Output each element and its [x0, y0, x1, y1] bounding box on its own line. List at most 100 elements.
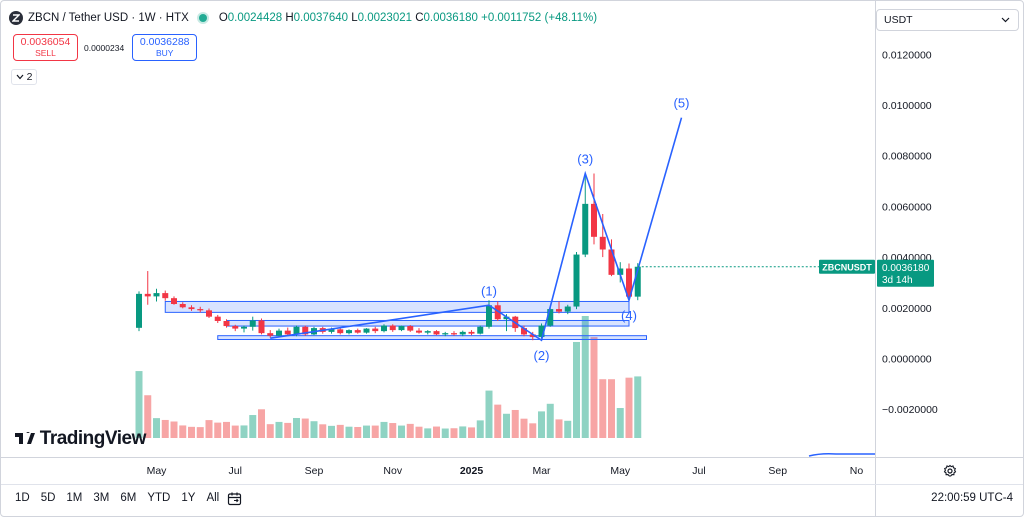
- volume-bar: [319, 424, 327, 438]
- candle-body: [573, 254, 580, 307]
- timeframe-1y[interactable]: 1Y: [181, 492, 196, 504]
- volume-bar: [240, 425, 248, 438]
- candle-body: [249, 320, 256, 327]
- volume-bar: [249, 415, 257, 438]
- candle-body: [276, 330, 282, 336]
- timeframe-3m[interactable]: 3M: [93, 492, 110, 504]
- wave-label: (2): [534, 348, 550, 363]
- time-axis-label: Jul: [229, 465, 242, 477]
- candle-body: [416, 330, 422, 333]
- volume-bar: [214, 422, 222, 438]
- spread-value: 0.0000234: [84, 42, 125, 53]
- currency-select[interactable]: USDT: [876, 9, 1019, 31]
- volume-bar: [511, 409, 519, 438]
- volume-bar: [398, 425, 405, 438]
- volume-bar: [406, 423, 414, 438]
- symbol-title[interactable]: ZBCN / Tether USD · 1W · HTX: [28, 12, 189, 24]
- candle-body: [267, 333, 274, 336]
- candle-body: [162, 293, 169, 299]
- wave-label: (1): [481, 283, 497, 298]
- time-axis-label: Nov: [383, 465, 402, 477]
- timeframe-6m[interactable]: 6M: [120, 492, 137, 504]
- volume-bar: [258, 409, 265, 438]
- close-value: 0.0036180: [423, 12, 478, 24]
- gear-icon[interactable]: [943, 464, 957, 478]
- candle-body: [608, 249, 615, 275]
- volume-bar: [616, 408, 624, 438]
- candle-body: [433, 331, 440, 335]
- candle-body: [284, 330, 291, 335]
- calendar-range-icon[interactable]: [227, 491, 242, 506]
- buy-button[interactable]: 0.0036288 BUY: [132, 34, 198, 61]
- volume-bar: [153, 418, 160, 438]
- tradingview-logo-icon: [15, 429, 35, 444]
- time-axis-label: Jul: [692, 465, 705, 477]
- volume-bar: [564, 420, 572, 438]
- timeframe-ytd[interactable]: YTD: [147, 492, 171, 504]
- watermark-text: TradingView: [39, 428, 147, 449]
- volume-bar: [354, 426, 362, 438]
- candle-body: [459, 331, 466, 335]
- high-value: 0.0037640: [293, 12, 349, 24]
- volume-bar: [590, 337, 598, 438]
- sell-button[interactable]: 0.0036054 SELL: [13, 34, 78, 61]
- low-key: L: [351, 12, 358, 24]
- time-axis-label: 2025: [460, 465, 484, 477]
- volume-bar: [424, 428, 432, 438]
- candle-body: [354, 330, 361, 333]
- candle-body: [451, 333, 457, 335]
- price-axis-label: 0.0020000: [882, 303, 932, 315]
- volume-bar: [503, 413, 510, 438]
- sell-price: 0.0036054: [20, 35, 71, 48]
- candle-body: [214, 316, 221, 321]
- price-tag-box: [877, 259, 934, 287]
- volume-bar: [581, 316, 589, 438]
- candle-body: [547, 309, 554, 326]
- sell-label: SELL: [35, 47, 56, 58]
- indicators-toggle-button[interactable]: 2: [11, 69, 37, 85]
- volume-bar: [529, 423, 537, 438]
- candle-series: [136, 173, 641, 341]
- volume-bar: [450, 428, 458, 438]
- time-axis-label: Sep: [305, 465, 324, 477]
- wave-label: (5): [674, 96, 690, 111]
- volume-bar: [441, 428, 449, 438]
- volume-bar: [520, 418, 528, 438]
- timeframe-all[interactable]: All: [206, 492, 220, 504]
- volume-bar: [293, 417, 300, 438]
- volume-bar: [205, 420, 213, 438]
- zone-rectangle: [164, 300, 630, 313]
- candle-body: [634, 266, 641, 297]
- candle-body: [494, 305, 501, 320]
- price-axis-label: 0.0100000: [882, 100, 932, 112]
- volume-bar: [135, 371, 143, 438]
- candle-body: [197, 309, 204, 311]
- candle-body: [258, 320, 265, 334]
- timeframe-1d[interactable]: 1D: [15, 492, 30, 504]
- candle-body: [346, 330, 352, 334]
- chevron-down-icon: [1001, 17, 1010, 23]
- zone-rectangle: [226, 319, 630, 327]
- timeframe-1m[interactable]: 1M: [66, 492, 83, 504]
- timeframe-5d[interactable]: 5D: [40, 492, 56, 504]
- volume-bar: [468, 427, 475, 438]
- chevron-down-icon: [16, 74, 24, 80]
- volume-bar: [433, 426, 440, 438]
- indicators-count: 2: [26, 71, 33, 83]
- candle-body: [171, 298, 177, 304]
- high-key: H: [285, 12, 294, 24]
- volume-bar: [188, 426, 195, 438]
- candle-body: [599, 236, 606, 250]
- volume-bar: [371, 425, 379, 438]
- volume-bar: [301, 418, 309, 438]
- volume-bar: [546, 403, 554, 438]
- ohlc-values: O0.0024428 H0.0037640 L0.0023021 C0.0036…: [219, 12, 597, 24]
- time-axis-label: May: [147, 465, 168, 477]
- clock-readout[interactable]: 22:00:59 UTC-4: [931, 492, 1013, 504]
- price-axis-label: 0.0080000: [882, 151, 932, 163]
- volume-bar: [555, 419, 563, 438]
- volume-bar: [625, 377, 633, 438]
- candle-body: [442, 333, 449, 335]
- price-axis: 0.0120000 0.0100000 0.0080000 0.0060000 0.00…: [882, 49, 938, 416]
